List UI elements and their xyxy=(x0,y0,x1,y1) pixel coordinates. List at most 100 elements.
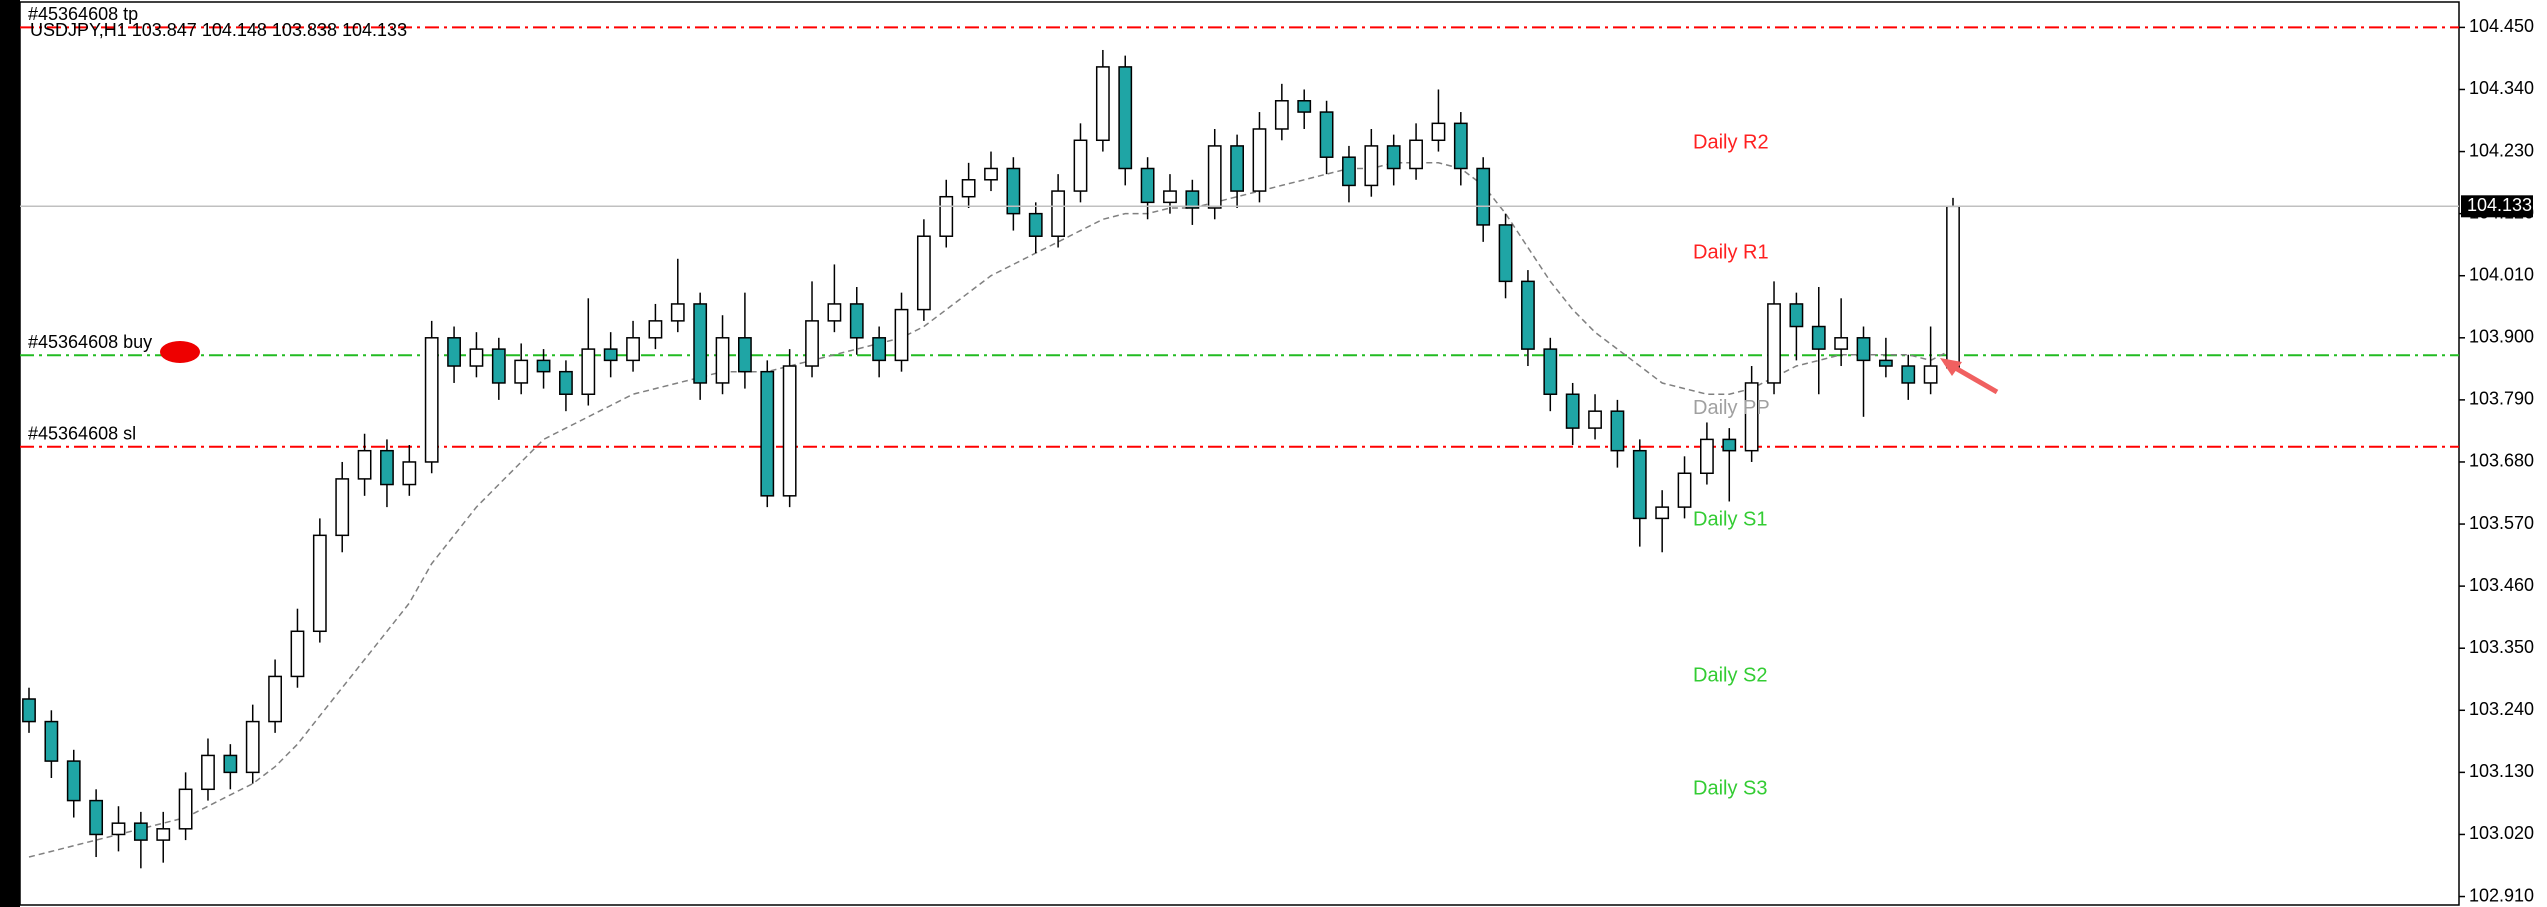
y-tick-label: 102.910 xyxy=(2469,885,2534,905)
candle-body xyxy=(805,320,819,367)
pivot-label: Daily S2 xyxy=(1693,665,1767,687)
candle-body xyxy=(648,320,663,339)
low: 103.838 xyxy=(272,20,337,40)
candle-body xyxy=(626,337,640,362)
candle-body xyxy=(1901,365,1916,384)
candle-body xyxy=(1140,167,1155,204)
candle-body xyxy=(1722,438,1737,452)
candle-body xyxy=(984,167,998,181)
y-tick-label: 104.010 xyxy=(2469,264,2534,284)
candle-body xyxy=(1095,66,1110,142)
candle-body xyxy=(1588,410,1602,429)
moving-average xyxy=(28,162,1954,858)
candle-body xyxy=(201,754,215,791)
y-tick-label: 103.680 xyxy=(2469,451,2534,471)
candle-body xyxy=(156,828,171,841)
candle-body xyxy=(1946,205,1960,369)
trade-level-label: #45364608 tp xyxy=(28,4,138,24)
candle-body xyxy=(1700,438,1714,475)
candle-body xyxy=(1856,337,1871,362)
candle-body xyxy=(782,365,797,497)
candle-body xyxy=(559,370,573,395)
candle-body xyxy=(1185,190,1200,209)
y-tick-label: 103.240 xyxy=(2469,699,2534,719)
candle-body xyxy=(1521,280,1535,350)
candle-body xyxy=(1386,145,1401,170)
candle-body xyxy=(380,449,394,486)
y-tick-label: 104.450 xyxy=(2469,16,2534,36)
candle-body xyxy=(1789,303,1804,328)
candle-body xyxy=(693,303,708,384)
pivot-label: Daily R1 xyxy=(1693,241,1769,263)
plot-frame xyxy=(19,1,2460,906)
candle-body xyxy=(670,303,685,322)
candle-body xyxy=(849,303,864,339)
candle-body xyxy=(44,720,59,762)
candle-body xyxy=(133,822,148,841)
candle-body xyxy=(1811,325,1826,350)
trade-level-label: #45364608 buy xyxy=(28,332,152,352)
y-tick-label: 103.790 xyxy=(2469,389,2534,409)
candle-body xyxy=(312,534,327,633)
open: 103.847 xyxy=(132,20,197,40)
candle-body xyxy=(1610,410,1625,452)
candle-body xyxy=(66,760,81,802)
arrow-head xyxy=(1940,358,1962,376)
candle-body xyxy=(491,348,506,384)
candle-body xyxy=(1118,66,1133,170)
candle-body xyxy=(872,337,887,362)
candle-body xyxy=(447,337,461,367)
y-tick-label: 103.350 xyxy=(2469,637,2534,657)
candle-body xyxy=(223,754,238,774)
candle-body xyxy=(1207,145,1222,209)
candle-body xyxy=(760,370,775,497)
candle-body xyxy=(1028,212,1043,237)
candle-body xyxy=(1632,449,1647,520)
y-tick-label: 103.020 xyxy=(2469,823,2534,843)
candle-body xyxy=(1342,156,1356,187)
candle-body xyxy=(738,337,752,373)
candle-body xyxy=(1476,167,1491,226)
candle-body xyxy=(916,235,931,311)
candle-body xyxy=(1655,506,1670,520)
candle-body xyxy=(1073,139,1088,192)
candle-body xyxy=(939,195,954,237)
candle-body xyxy=(1252,128,1267,192)
candle-body xyxy=(1767,303,1781,384)
candle-body xyxy=(1878,359,1893,367)
left-edge xyxy=(0,0,20,907)
y-tick-label: 104.230 xyxy=(2469,140,2534,160)
candle-body xyxy=(357,449,372,480)
pivot-label: Daily S1 xyxy=(1693,508,1767,530)
candle-body xyxy=(1453,122,1468,170)
plot xyxy=(20,26,2459,869)
candle-body xyxy=(89,799,104,836)
y-tick-label: 103.900 xyxy=(2469,327,2534,347)
candle-body xyxy=(514,359,529,384)
candle-body xyxy=(1923,365,1938,384)
y-tick-label: 103.570 xyxy=(2469,513,2534,533)
candle-body xyxy=(1834,337,1849,350)
candle-body xyxy=(1677,472,1692,508)
candle-body xyxy=(1006,167,1021,215)
candle-body xyxy=(1163,190,1177,204)
candle-body xyxy=(1230,145,1244,192)
pivot-label: Daily S3 xyxy=(1693,778,1767,800)
candle-body xyxy=(827,303,842,322)
candle-body xyxy=(961,179,976,198)
candle-body xyxy=(469,348,484,367)
candle-body xyxy=(1744,382,1759,452)
candle-body xyxy=(290,630,305,678)
candle-body xyxy=(1297,100,1312,113)
high: 104.148 xyxy=(202,20,267,40)
pivot-label: Daily R2 xyxy=(1693,131,1769,153)
bid-box xyxy=(2461,195,2533,218)
y-tick-label: 103.460 xyxy=(2469,575,2534,595)
candle-body xyxy=(22,698,36,723)
candle-body xyxy=(268,675,282,723)
candle-body xyxy=(894,308,909,362)
candle-body xyxy=(715,337,730,384)
candle-body xyxy=(1565,393,1580,429)
candle-body xyxy=(245,720,260,774)
